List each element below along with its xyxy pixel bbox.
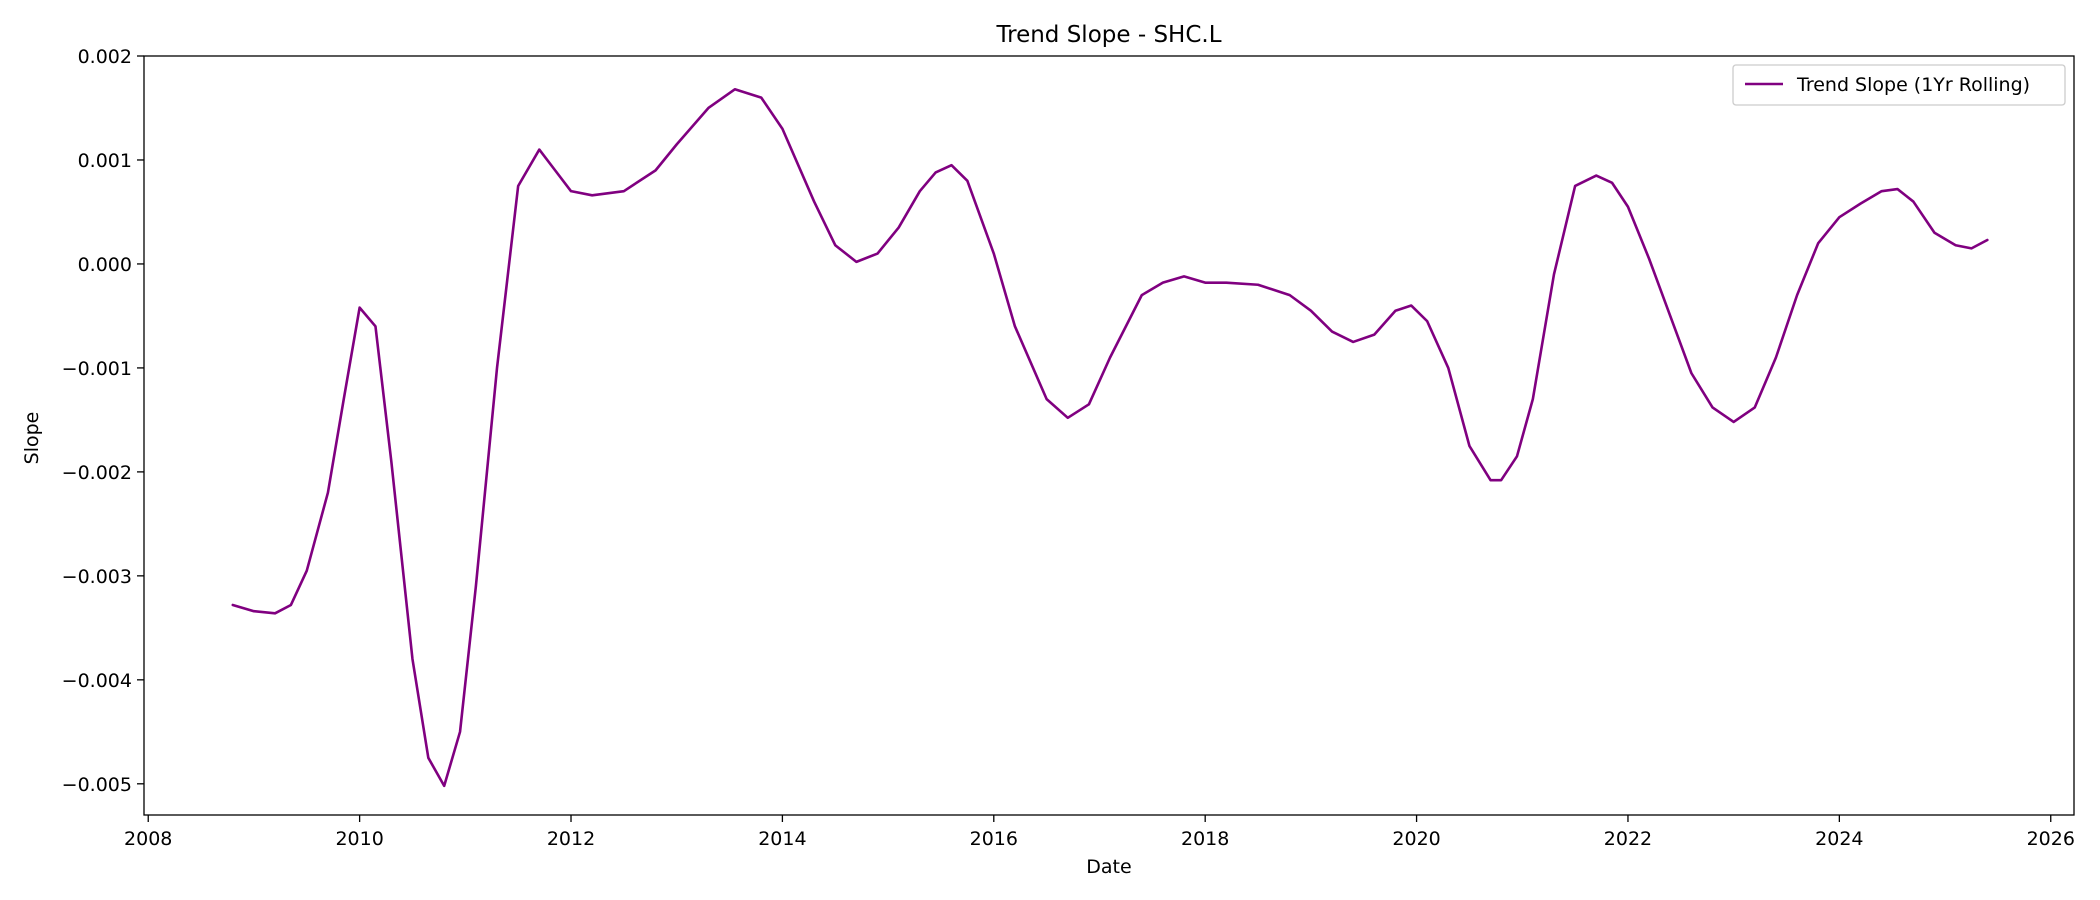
x-tick-label: 2010 xyxy=(335,828,383,850)
x-tick-label: 2022 xyxy=(1604,828,1652,850)
y-axis-label: Slope xyxy=(21,412,43,465)
plot-frame xyxy=(143,55,2075,816)
x-axis-label: Date xyxy=(1086,856,1131,878)
series-line-trend-slope xyxy=(231,87,1989,788)
legend-label: Trend Slope (1Yr Rolling) xyxy=(1796,74,2030,96)
legend-frame xyxy=(1732,64,2066,106)
y-tick-label: −0.004 xyxy=(62,670,132,692)
x-tick-label: 2014 xyxy=(758,828,806,850)
y-tick-label: −0.001 xyxy=(62,358,132,380)
y-tick-label: −0.002 xyxy=(62,462,132,484)
x-tick-label: 2024 xyxy=(1815,828,1863,850)
x-tick-label: 2018 xyxy=(1181,828,1229,850)
y-tick-label: −0.005 xyxy=(62,774,132,796)
y-tick-label: 0.002 xyxy=(78,46,132,68)
x-tick-label: 2012 xyxy=(547,828,595,850)
y-tick-label: 0.001 xyxy=(78,150,132,172)
x-tick-label: 2008 xyxy=(124,828,172,850)
x-tick-label: 2020 xyxy=(1392,828,1440,850)
x-tick-label: 2026 xyxy=(2027,828,2075,850)
x-tick-label: 2016 xyxy=(970,828,1018,850)
chart-title: Trend Slope - SHC.L xyxy=(995,22,1221,48)
plot-area: 2008 2010 2012 2014 2016 2018 2020 2022 2024 2026… xyxy=(62,46,2075,850)
y-tick-label: 0.000 xyxy=(78,254,132,276)
legend: Trend Slope (1Yr Rolling) xyxy=(1732,64,2066,106)
y-tick-label: −0.003 xyxy=(62,566,132,588)
